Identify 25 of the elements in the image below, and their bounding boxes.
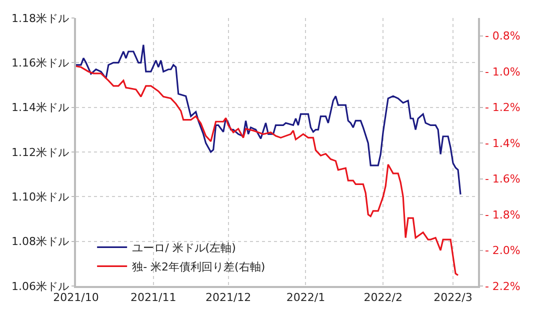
y2-tick-label: - 1.4% (484, 136, 520, 150)
x-tick-label: 2021/12 (205, 290, 252, 304)
x-tick-label: 2022/3 (434, 290, 472, 304)
x-tick-label: 2022/2 (364, 290, 402, 304)
legend-label: 独- 米2年債利回り差(右軸) (132, 260, 266, 274)
x-tick-label: 2021/10 (53, 290, 99, 304)
y-tick-label: 1.16米ドル (12, 56, 70, 70)
y-tick-label: 1.06米ドル (12, 280, 70, 293)
y2-tick-label: - 2.0% (484, 244, 520, 258)
y-tick-label: 1.08米ドル (12, 235, 70, 248)
y2-tick-label: - 2.2% (484, 280, 520, 293)
line-series (76, 44, 462, 196)
legend-label: ユーロ/ 米ドル(左軸) (132, 241, 236, 254)
y2-tick-label: - 1.2% (484, 101, 520, 114)
line-series (76, 65, 459, 276)
x-tick-label: 2022/1 (286, 290, 326, 304)
y2-tick-label: - 1.8% (484, 208, 520, 222)
y2-tick-label: - 1.6% (484, 172, 520, 186)
y-tick-label: 1.12米ドル (12, 146, 70, 159)
y-tick-label: 1.10米ドル (12, 190, 70, 204)
y-tick-label: 1.18米ドル (12, 12, 70, 25)
y2-tick-label: - 1.0% (484, 65, 520, 78)
y2-tick-label: - 0.8% (484, 30, 520, 43)
y-tick-label: 1.14米ドル (12, 101, 70, 114)
x-tick-label: 2021/11 (130, 290, 176, 304)
